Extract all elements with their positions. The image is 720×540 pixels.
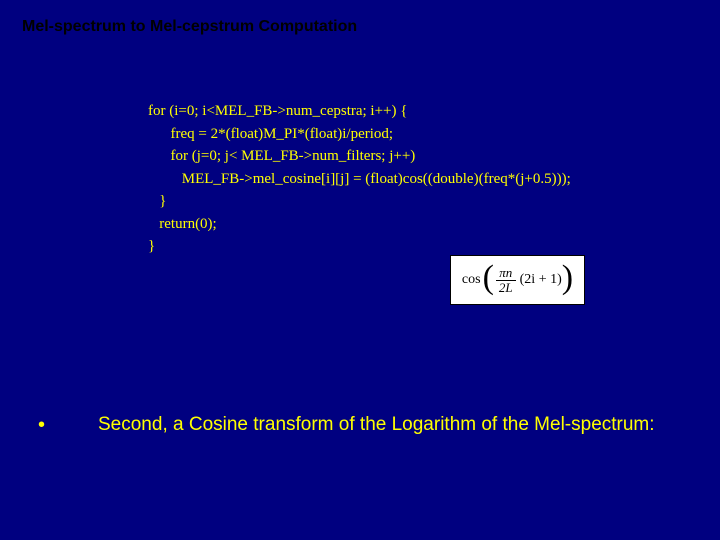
cosine-formula-box: cos ( πn 2L (2i + 1) ) bbox=[450, 255, 585, 305]
code-line-3: for (j=0; j< MEL_FB->num_filters; j++) bbox=[148, 145, 571, 168]
formula-denominator: 2L bbox=[496, 280, 516, 295]
formula-fraction: πn 2L bbox=[496, 266, 516, 294]
code-line-7: return(0); bbox=[148, 213, 571, 236]
formula-left-paren: ( bbox=[483, 264, 494, 291]
code-line-4: MEL_FB->mel_cosine[i][j] = (float)cos((d… bbox=[148, 168, 571, 191]
code-block: for (i=0; i<MEL_FB->num_cepstra; i++) { … bbox=[148, 100, 571, 258]
code-line-6: } bbox=[148, 190, 571, 213]
formula-right-paren: ) bbox=[562, 264, 573, 291]
bullet-marker: • bbox=[38, 410, 98, 441]
bullet-text: Second, a Cosine transform of the Logari… bbox=[98, 410, 670, 439]
formula-cos: cos bbox=[462, 272, 481, 288]
cosine-formula: cos ( πn 2L (2i + 1) ) bbox=[462, 266, 573, 294]
formula-numerator: πn bbox=[499, 266, 512, 280]
code-line-2: freq = 2*(float)M_PI*(float)i/period; bbox=[148, 123, 571, 146]
code-line-1: for (i=0; i<MEL_FB->num_cepstra; i++) { bbox=[148, 100, 571, 123]
bullet-item: • Second, a Cosine transform of the Loga… bbox=[38, 410, 670, 441]
slide-title: Mel-spectrum to Mel-cepstrum Computation bbox=[22, 18, 357, 36]
formula-tail: (2i + 1) bbox=[520, 272, 562, 288]
